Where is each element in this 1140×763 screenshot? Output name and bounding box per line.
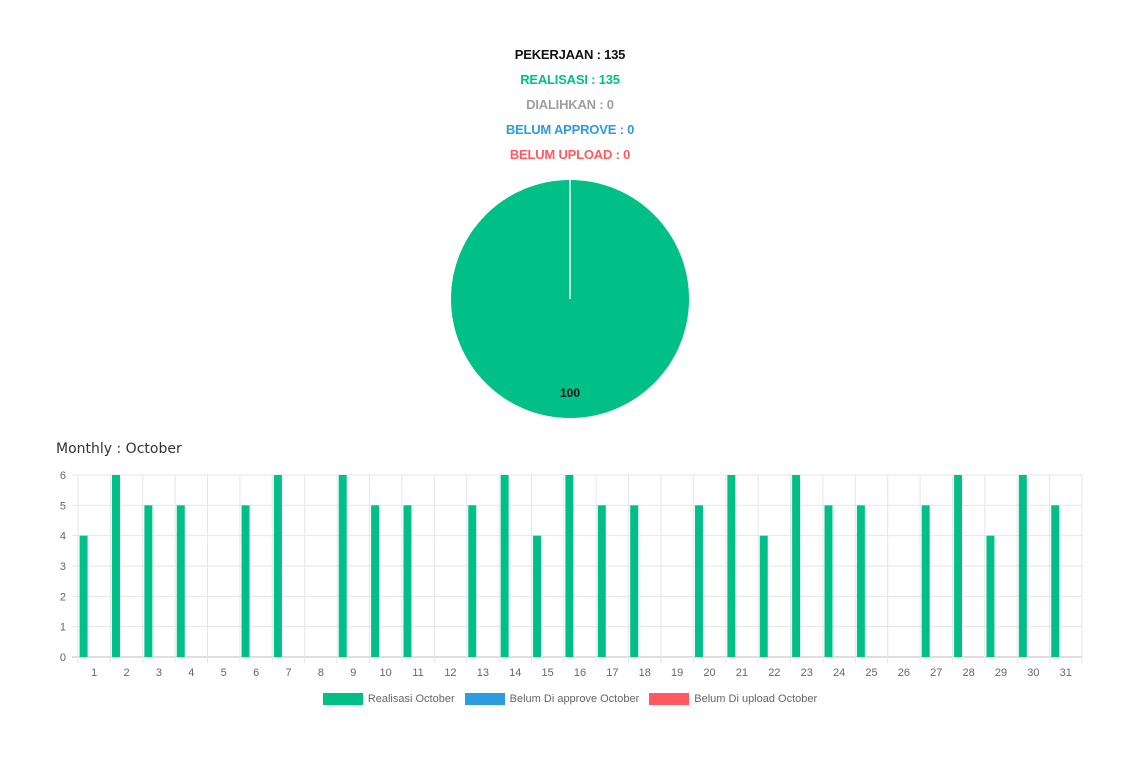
- realisasi-total: REALISASI : 135: [520, 72, 620, 87]
- x-tick-label: 14: [509, 667, 521, 679]
- x-tick-label: 2: [124, 667, 130, 679]
- x-tick-label: 3: [156, 667, 162, 679]
- x-tick-label: 1: [91, 667, 97, 679]
- x-tick-label: 27: [930, 667, 942, 679]
- legend-item-belum-di-upload-october[interactable]: Belum Di upload October: [649, 693, 817, 705]
- bar-realisasi-october-13[interactable]: [468, 505, 477, 657]
- y-tick-label: 4: [60, 531, 66, 543]
- x-tick-label: 8: [318, 667, 324, 679]
- bar-realisasi-october-10[interactable]: [371, 505, 380, 657]
- bar-realisasi-october-6[interactable]: [241, 505, 250, 657]
- bar-realisasi-october-17[interactable]: [597, 505, 606, 657]
- x-tick-label: 16: [574, 667, 586, 679]
- x-tick-label: 9: [350, 667, 356, 679]
- y-tick-label: 5: [60, 500, 66, 512]
- pie-data-label: 100: [560, 386, 580, 400]
- monthly-title: Monthly : October: [56, 441, 182, 457]
- x-tick-label: 23: [801, 667, 813, 679]
- bar-realisasi-october-14[interactable]: [500, 475, 509, 657]
- bar-realisasi-october-31[interactable]: [1051, 505, 1060, 657]
- bar-realisasi-october-7[interactable]: [273, 475, 282, 657]
- x-tick-label: 22: [768, 667, 780, 679]
- pekerjaan-total: PEKERJAAN : 135: [514, 47, 626, 62]
- bar-realisasi-october-3[interactable]: [144, 505, 153, 657]
- bar-realisasi-october-18[interactable]: [630, 505, 639, 657]
- bar-realisasi-october-9[interactable]: [338, 475, 347, 657]
- x-tick-label: 15: [541, 667, 553, 679]
- bar-realisasi-october-23[interactable]: [792, 475, 801, 657]
- bar-realisasi-october-2[interactable]: [112, 475, 120, 657]
- y-tick-label: 6: [60, 470, 66, 482]
- y-tick-label: 0: [60, 652, 66, 664]
- x-tick-label: 13: [477, 667, 489, 679]
- x-tick-label: 19: [671, 667, 683, 679]
- x-tick-label: 12: [444, 667, 456, 679]
- bar-realisasi-october-29[interactable]: [986, 535, 995, 657]
- legend-item-belum-di-approve-october[interactable]: Belum Di approve October: [464, 693, 640, 705]
- bar-realisasi-october-25[interactable]: [856, 505, 865, 657]
- x-tick-label: 5: [221, 667, 227, 679]
- bar-realisasi-october-11[interactable]: [403, 505, 412, 657]
- x-tick-label: 4: [188, 667, 194, 679]
- x-tick-label: 30: [1027, 667, 1039, 679]
- pie-chart: 100: [451, 180, 689, 418]
- bar-realisasi-october-27[interactable]: [921, 505, 930, 657]
- y-tick-label: 2: [60, 591, 66, 603]
- bar-realisasi-october-15[interactable]: [533, 535, 542, 657]
- chart-legend: Realisasi October Belum Di approve Octobe…: [0, 693, 1140, 705]
- y-tick-label: 1: [60, 622, 66, 634]
- belum-upload-total: BELUM UPLOAD : 0: [509, 147, 631, 162]
- x-tick-label: 10: [380, 667, 392, 679]
- summary-panel: PEKERJAAN : 135 REALISASI : 135 DIALIHKA…: [0, 42, 1140, 167]
- x-tick-label: 7: [285, 667, 291, 679]
- bar-realisasi-october-30[interactable]: [1018, 475, 1027, 657]
- legend-label: Belum Di approve October: [509, 693, 640, 705]
- bar-realisasi-october-24[interactable]: [824, 505, 833, 657]
- x-tick-label: 11: [412, 667, 423, 679]
- legend-label: Realisasi October: [367, 693, 455, 705]
- bar-realisasi-october-4[interactable]: [176, 505, 185, 657]
- x-tick-label: 20: [703, 667, 715, 679]
- legend-swatch: [649, 693, 690, 705]
- dialihkan-total: DIALIHKAN : 0: [526, 97, 614, 112]
- x-tick-label: 31: [1060, 667, 1072, 679]
- bar-realisasi-october-16[interactable]: [565, 475, 574, 657]
- belum-approve-total: BELUM APPROVE : 0: [505, 122, 635, 137]
- bar-realisasi-october-28[interactable]: [954, 475, 963, 657]
- x-tick-label: 29: [995, 667, 1007, 679]
- x-tick-label: 24: [833, 667, 845, 679]
- legend-swatch: [464, 693, 505, 705]
- legend-item-realisasi-october[interactable]: Realisasi October: [322, 693, 455, 705]
- x-tick-label: 17: [606, 667, 618, 679]
- x-tick-label: 28: [963, 667, 975, 679]
- bar-realisasi-october-1[interactable]: [79, 535, 88, 657]
- legend-label: Belum Di upload October: [694, 693, 818, 705]
- bar-realisasi-october-21[interactable]: [727, 475, 736, 657]
- x-tick-label: 25: [865, 667, 877, 679]
- legend-swatch: [322, 693, 363, 705]
- y-tick-label: 3: [60, 561, 66, 573]
- x-tick-label: 26: [898, 667, 910, 679]
- bar-realisasi-october-20[interactable]: [694, 505, 703, 657]
- x-tick-label: 21: [736, 667, 748, 679]
- x-tick-label: 6: [253, 667, 259, 679]
- bar-realisasi-october-22[interactable]: [759, 535, 768, 657]
- x-tick-label: 18: [639, 667, 651, 679]
